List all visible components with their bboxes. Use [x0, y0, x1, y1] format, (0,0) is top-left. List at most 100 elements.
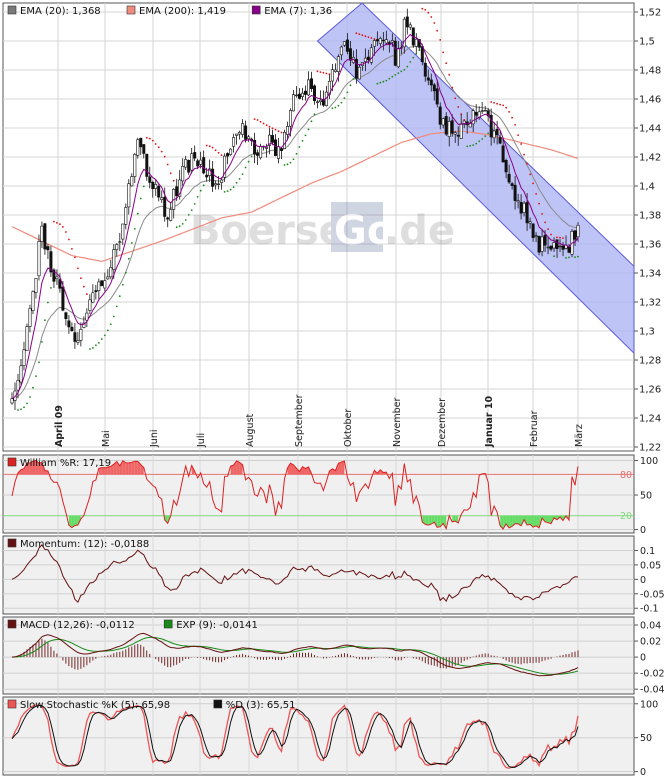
psar-dot [361, 34, 364, 37]
psar-dot [133, 228, 136, 230]
candle-body [112, 249, 116, 270]
williams-oversold-fill [518, 515, 522, 526]
candle-body [405, 16, 409, 28]
psar-dot [56, 222, 58, 224]
psar-dot [340, 101, 343, 104]
psar-dot [307, 128, 310, 131]
candle-body [297, 93, 301, 99]
psar-dot [370, 37, 373, 39]
candle-body [247, 136, 251, 140]
candle-body [73, 332, 77, 342]
candle-body [504, 160, 508, 173]
psar-dot [451, 86, 454, 89]
candle-body [279, 148, 283, 151]
psar-dot [568, 256, 570, 259]
psar-dot [238, 178, 241, 180]
williams-legend: William %R: 17,19 [7, 457, 111, 469]
candle-body [175, 186, 179, 196]
williams-overbought-fill [32, 460, 36, 475]
panel-y-tick-label: -0.1 [640, 604, 659, 615]
candle-body [31, 291, 35, 311]
psar-dot [23, 406, 25, 409]
candle-body [474, 112, 478, 116]
candle-body [342, 41, 346, 46]
candle-body [133, 154, 137, 177]
psar-dot [26, 402, 28, 405]
psar-dot [322, 71, 325, 74]
psar-dot [367, 36, 370, 38]
psar-dot [562, 237, 564, 240]
candle-body [61, 286, 65, 311]
psar-dot [83, 285, 85, 288]
williams-overbought-fill [293, 464, 297, 475]
candle-body [282, 132, 286, 149]
candle-body [489, 114, 493, 138]
candle-body [495, 128, 499, 136]
psar-dot [118, 295, 121, 298]
psar-dot [298, 146, 301, 148]
psar-dot [53, 220, 55, 223]
candle-body [435, 88, 439, 105]
psar-dot [32, 386, 34, 389]
psar-dot [214, 149, 217, 152]
candle-body [235, 133, 239, 136]
price-y-tick-label: 1,36 [639, 240, 661, 251]
price-x-tick-label: November [392, 397, 403, 447]
williams-overbought-fill [104, 467, 108, 475]
psar-dot [490, 101, 493, 103]
psar-dot [331, 107, 334, 110]
candle-body [450, 120, 454, 134]
candle-body [303, 90, 307, 95]
momentum-legend: Momentum: (12): -0,0188 [7, 538, 149, 550]
candle-body [357, 66, 361, 80]
psar-dot [196, 196, 199, 198]
psar-dot [241, 173, 244, 176]
williams-overbought-fill [338, 462, 342, 475]
psar-dot [80, 277, 82, 279]
psar-dot [454, 97, 457, 100]
williams-overbought-fill [119, 460, 123, 475]
price-y-tick-label: 1,32 [639, 298, 661, 309]
psar-dot [457, 106, 460, 108]
psar-dot [529, 173, 531, 176]
candle-body [124, 207, 128, 225]
ema20-line [11, 45, 579, 400]
candle-body [414, 38, 418, 47]
psar-dot [409, 61, 412, 63]
candle-body [16, 380, 20, 391]
williams-overbought-fill [302, 466, 306, 475]
psar-dot [379, 81, 382, 84]
psar-dot [145, 136, 148, 139]
williams-overbought-fill [287, 463, 291, 475]
psar-dot [124, 271, 127, 274]
candle-body [339, 46, 343, 56]
candle-body [273, 139, 277, 156]
candle-body [546, 246, 550, 249]
candle-body [106, 276, 110, 280]
psar-dot [442, 51, 445, 54]
psar-dot [178, 225, 181, 228]
legend-label: %D (3): 65,51 [226, 700, 296, 711]
psar-dot [38, 361, 40, 364]
candle-body [214, 183, 218, 186]
psar-dot [41, 341, 43, 343]
psar-dot [502, 104, 504, 107]
psar-dot [97, 342, 100, 344]
psar-dot [139, 197, 142, 200]
candle-body [318, 99, 322, 102]
candle-body [55, 276, 59, 279]
candle-body [52, 269, 56, 282]
psar-dot [151, 139, 154, 142]
candle-body [462, 120, 466, 125]
psar-dot [460, 113, 463, 115]
price-y-tick-label: 1,3 [639, 327, 655, 338]
psar-dot [385, 79, 388, 82]
psar-dot [109, 323, 112, 326]
psar-dot [262, 122, 265, 125]
psar-dot [505, 106, 507, 109]
panel-y-tick-label: 0.02 [640, 637, 661, 648]
candle-body [160, 197, 164, 201]
candle-body [145, 153, 149, 177]
psar-dot [550, 233, 552, 236]
psar-dot [358, 33, 361, 36]
